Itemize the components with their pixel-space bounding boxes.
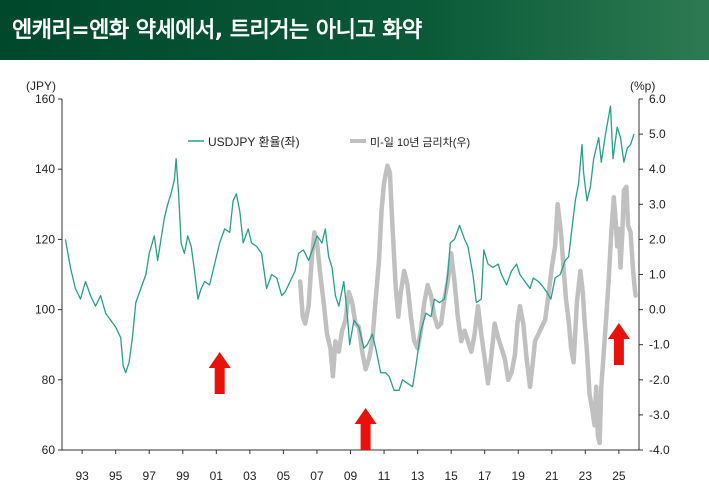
right-tick-label: 5.0 bbox=[649, 127, 666, 141]
left-tick-label: 100 bbox=[35, 303, 55, 317]
x-tick-label: 25 bbox=[612, 469, 626, 483]
x-tick-label: 95 bbox=[109, 469, 123, 483]
legend-label-usdjpy: USDJPY 환율(좌) bbox=[208, 135, 300, 149]
right-tick-label: 0.0 bbox=[649, 303, 666, 317]
series-layer bbox=[64, 105, 638, 446]
legend: USDJPY 환율(좌) 미-일 10년 금리차(우) bbox=[188, 135, 470, 149]
x-tick-label: 99 bbox=[176, 469, 190, 483]
x-tick-label: 21 bbox=[545, 469, 559, 483]
left-tick-label: 160 bbox=[35, 92, 55, 106]
right-tick-label: -1.0 bbox=[649, 338, 670, 352]
x-tick-label: 03 bbox=[243, 469, 257, 483]
right-tick-label: 3.0 bbox=[649, 197, 666, 211]
chart: (JPY) (%p) 60 80 100 120 140 160 6.0 5.0 4.0 3.0… bbox=[26, 79, 670, 483]
up-arrow-icon bbox=[208, 352, 231, 394]
x-tick-label: 15 bbox=[444, 469, 458, 483]
x-tick-label: 09 bbox=[344, 469, 358, 483]
arrow-layer bbox=[208, 323, 630, 450]
right-tick-label: 1.0 bbox=[649, 268, 666, 282]
page-title: 엔캐리=엔화 약세에서, 트리거는 아니고 화약 bbox=[12, 18, 422, 43]
left-tick-label: 120 bbox=[35, 232, 55, 246]
x-tick-label: 07 bbox=[310, 469, 324, 483]
left-tick-label: 140 bbox=[35, 162, 55, 176]
right-tick-label: -3.0 bbox=[649, 408, 670, 422]
x-tick-label: 17 bbox=[478, 469, 492, 483]
series-line-usdjpy bbox=[64, 105, 635, 391]
right-axis-unit: (%p) bbox=[630, 79, 655, 93]
x-tick-label: 05 bbox=[277, 469, 291, 483]
left-tick-label: 60 bbox=[42, 443, 56, 457]
x-tick-label: 01 bbox=[210, 469, 224, 483]
up-arrow-icon bbox=[607, 323, 630, 365]
up-arrow-icon bbox=[354, 408, 377, 450]
right-tick-label: -2.0 bbox=[649, 373, 670, 387]
title-bar: 엔캐리=엔화 약세에서, 트리거는 아니고 화약 bbox=[0, 0, 709, 60]
right-tick-label: 2.0 bbox=[649, 232, 666, 246]
right-tick-label: 6.0 bbox=[649, 92, 666, 106]
right-tick-labels: 6.0 5.0 4.0 3.0 2.0 1.0 0.0 -1.0 -2.0 -3.0 -4.0 bbox=[639, 92, 670, 457]
x-tick-label: 19 bbox=[512, 469, 526, 483]
series-line-spread bbox=[297, 163, 638, 446]
x-tick-labels: 93 95 97 99 01 03 05 07 09 11 13 15 17 19 21 23 25 bbox=[75, 450, 626, 483]
right-tick-label: -4.0 bbox=[649, 443, 670, 457]
x-tick-label: 11 bbox=[378, 469, 391, 483]
x-tick-label: 93 bbox=[75, 469, 89, 483]
x-tick-label: 23 bbox=[579, 469, 593, 483]
x-tick-label: 97 bbox=[143, 469, 157, 483]
left-tick-labels: 60 80 100 120 140 160 bbox=[35, 92, 62, 457]
right-tick-label: 4.0 bbox=[649, 162, 666, 176]
left-axis-unit: (JPY) bbox=[26, 79, 56, 93]
left-tick-label: 80 bbox=[42, 373, 56, 387]
x-tick-label: 13 bbox=[411, 469, 425, 483]
legend-label-spread: 미-일 10년 금리차(우) bbox=[370, 135, 470, 149]
